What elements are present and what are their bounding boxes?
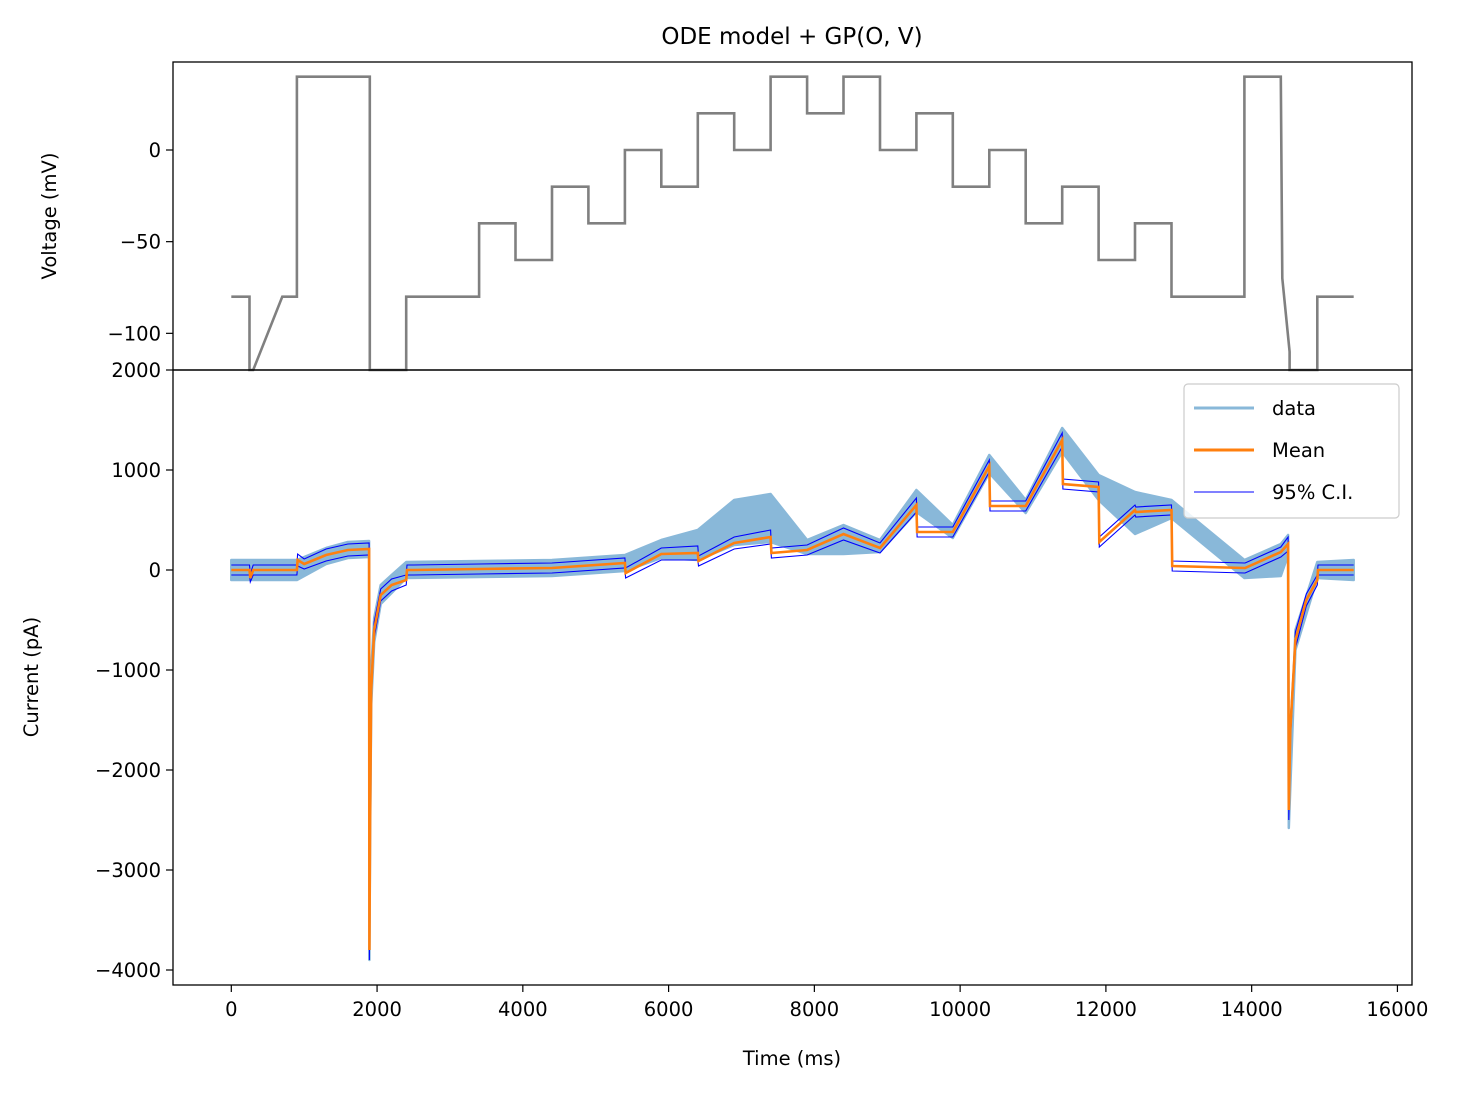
mean-line: [231, 435, 1354, 951]
current-mean-line: [231, 435, 1354, 951]
current-xtick-label: 12000: [1075, 998, 1137, 1021]
legend-frame: [1183, 383, 1400, 519]
voltage-ytick-label: 0: [149, 139, 161, 162]
legend-label-data: data: [1272, 397, 1316, 420]
voltage-yticks: 0 −50 −100: [107, 139, 173, 345]
current-yticks: 2000 1000 0 −1000 −2000 −3000 −4000: [95, 359, 173, 982]
current-xtick-label: 2000: [352, 998, 402, 1021]
voltage-ytick-label: −100: [107, 322, 161, 345]
current-xtick-label: 14000: [1221, 998, 1283, 1021]
voltage-protocol-line: [231, 75, 1354, 372]
current-xtick-label: 4000: [498, 998, 548, 1021]
current-ytick-label: −4000: [95, 959, 161, 982]
voltage-ytick-label: −50: [120, 231, 161, 254]
legend-label-mean: Mean: [1272, 439, 1325, 462]
legend-label-ci: 95% C.I.: [1272, 481, 1353, 504]
figure-title: ODE model + GP(O, V): [661, 24, 922, 50]
current-ytick-label: 0: [149, 559, 161, 582]
current-ytick-label: −1000: [95, 659, 161, 682]
current-xtick-label: 0: [225, 998, 237, 1021]
current-ytick-label: −2000: [95, 759, 161, 782]
voltage-ylabel: Voltage (mV): [38, 153, 61, 280]
current-xtick-label: 8000: [790, 998, 840, 1021]
current-ylabel: Current (pA): [20, 617, 43, 737]
current-xlabel: Time (ms): [742, 1047, 841, 1070]
voltage-series-layer: [231, 75, 1354, 372]
data-series-band: [230, 426, 1355, 962]
current-ytick-label: −3000: [95, 859, 161, 882]
current-data-band: [230, 426, 1355, 962]
current-ytick-label: 1000: [111, 459, 161, 482]
current-xticks: 0 2000 4000 6000 8000 10000 12000 14000 16000: [225, 985, 1428, 1021]
current-xtick-label: 10000: [929, 998, 991, 1021]
current-xtick-label: 6000: [644, 998, 694, 1021]
legend: data Mean 95% C.I.: [1183, 383, 1400, 519]
current-ytick-label: 2000: [111, 359, 161, 382]
current-axes-frame: [172, 369, 1413, 986]
current-xtick-label: 16000: [1366, 998, 1428, 1021]
